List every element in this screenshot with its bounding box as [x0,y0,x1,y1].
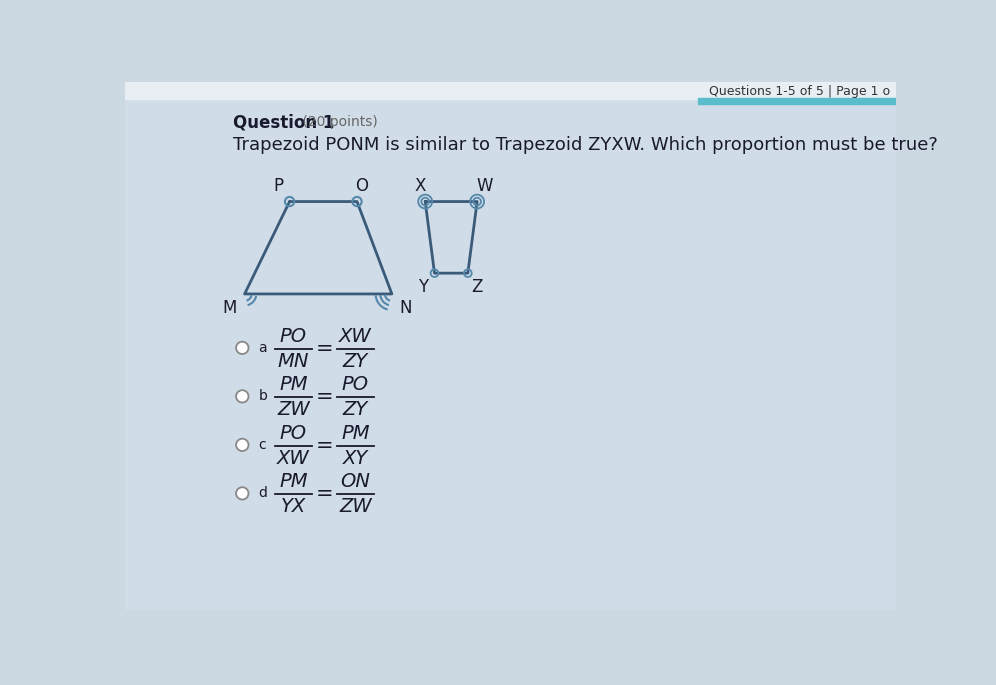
Text: Z: Z [472,278,483,296]
Circle shape [236,487,248,499]
Text: M: M [222,299,237,316]
Text: ZW: ZW [277,400,310,419]
Text: Trapezoid PONM is similar to Trapezoid ZYXW. Which proportion must be true?: Trapezoid PONM is similar to Trapezoid Z… [233,136,938,154]
Text: O: O [356,177,369,195]
Text: PM: PM [342,423,370,443]
Bar [698,97,896,103]
Text: XY: XY [343,449,369,468]
Text: N: N [399,299,412,316]
Circle shape [236,390,248,403]
Bar [124,82,896,99]
Circle shape [236,342,248,354]
Text: Question 1: Question 1 [233,113,335,132]
Text: PO: PO [280,327,307,345]
Text: =: = [316,436,334,456]
Text: Y: Y [418,278,428,296]
Text: ON: ON [341,472,371,491]
Text: c: c [259,438,266,452]
Text: YX: YX [281,497,306,516]
Text: d: d [259,486,268,500]
Text: PO: PO [342,375,369,394]
Text: PM: PM [279,375,308,394]
Text: XW: XW [277,449,310,468]
Text: b: b [259,389,268,403]
Text: P: P [274,177,284,195]
Text: PM: PM [279,472,308,491]
Circle shape [236,438,248,451]
Text: =: = [316,338,334,359]
Text: (20 points): (20 points) [298,115,377,129]
Text: =: = [316,387,334,407]
Text: =: = [316,484,334,504]
Text: ZY: ZY [343,400,369,419]
Text: Questions 1-5 of 5 | Page 1 o: Questions 1-5 of 5 | Page 1 o [709,85,890,98]
Text: ZW: ZW [339,497,372,516]
Text: PO: PO [280,423,307,443]
Text: X: X [415,177,426,195]
Text: MN: MN [278,351,309,371]
Text: XW: XW [339,327,372,345]
Text: a: a [259,341,267,355]
Text: W: W [477,177,493,195]
Text: ZY: ZY [343,351,369,371]
